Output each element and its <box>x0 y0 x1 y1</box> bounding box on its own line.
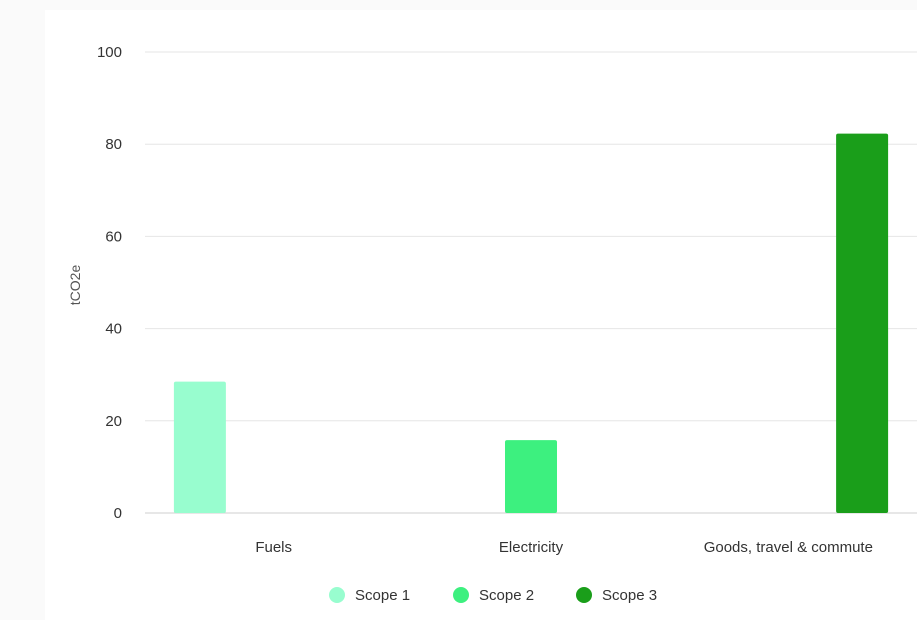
legend-label: Scope 1 <box>355 587 410 604</box>
legend: Scope 1 Scope 2 Scope 3 <box>329 587 657 604</box>
bars <box>173 133 889 514</box>
bar-scope-1[interactable] <box>173 381 226 513</box>
x-category-label: Electricity <box>499 539 564 556</box>
legend-label: Scope 2 <box>479 587 534 604</box>
bar-scope-2[interactable] <box>505 440 557 513</box>
legend-label: Scope 3 <box>602 587 657 604</box>
legend-swatch <box>453 587 469 603</box>
legend-item-scope-2[interactable]: Scope 2 <box>453 587 534 604</box>
bar-scope-3[interactable] <box>836 133 889 514</box>
y-tick-label: 80 <box>105 136 122 153</box>
legend-item-scope-3[interactable]: Scope 3 <box>576 587 657 604</box>
y-tick-label: 40 <box>105 321 122 338</box>
y-tick-label: 100 <box>97 44 122 61</box>
chart-card <box>45 10 917 620</box>
x-axis-categories: Fuels Electricity Goods, travel & commute <box>255 539 873 556</box>
x-category-label: Fuels <box>255 539 292 556</box>
legend-swatch <box>576 587 592 603</box>
y-tick-label: 0 <box>114 505 122 522</box>
legend-swatch <box>329 587 345 603</box>
y-tick-label: 20 <box>105 413 122 430</box>
y-tick-label: 60 <box>105 228 122 245</box>
legend-item-scope-1[interactable]: Scope 1 <box>329 587 410 604</box>
y-axis-title: tCO2e <box>67 265 83 306</box>
x-category-label: Goods, travel & commute <box>704 539 873 556</box>
y-axis-ticks: 0 20 40 60 80 100 <box>97 44 122 522</box>
